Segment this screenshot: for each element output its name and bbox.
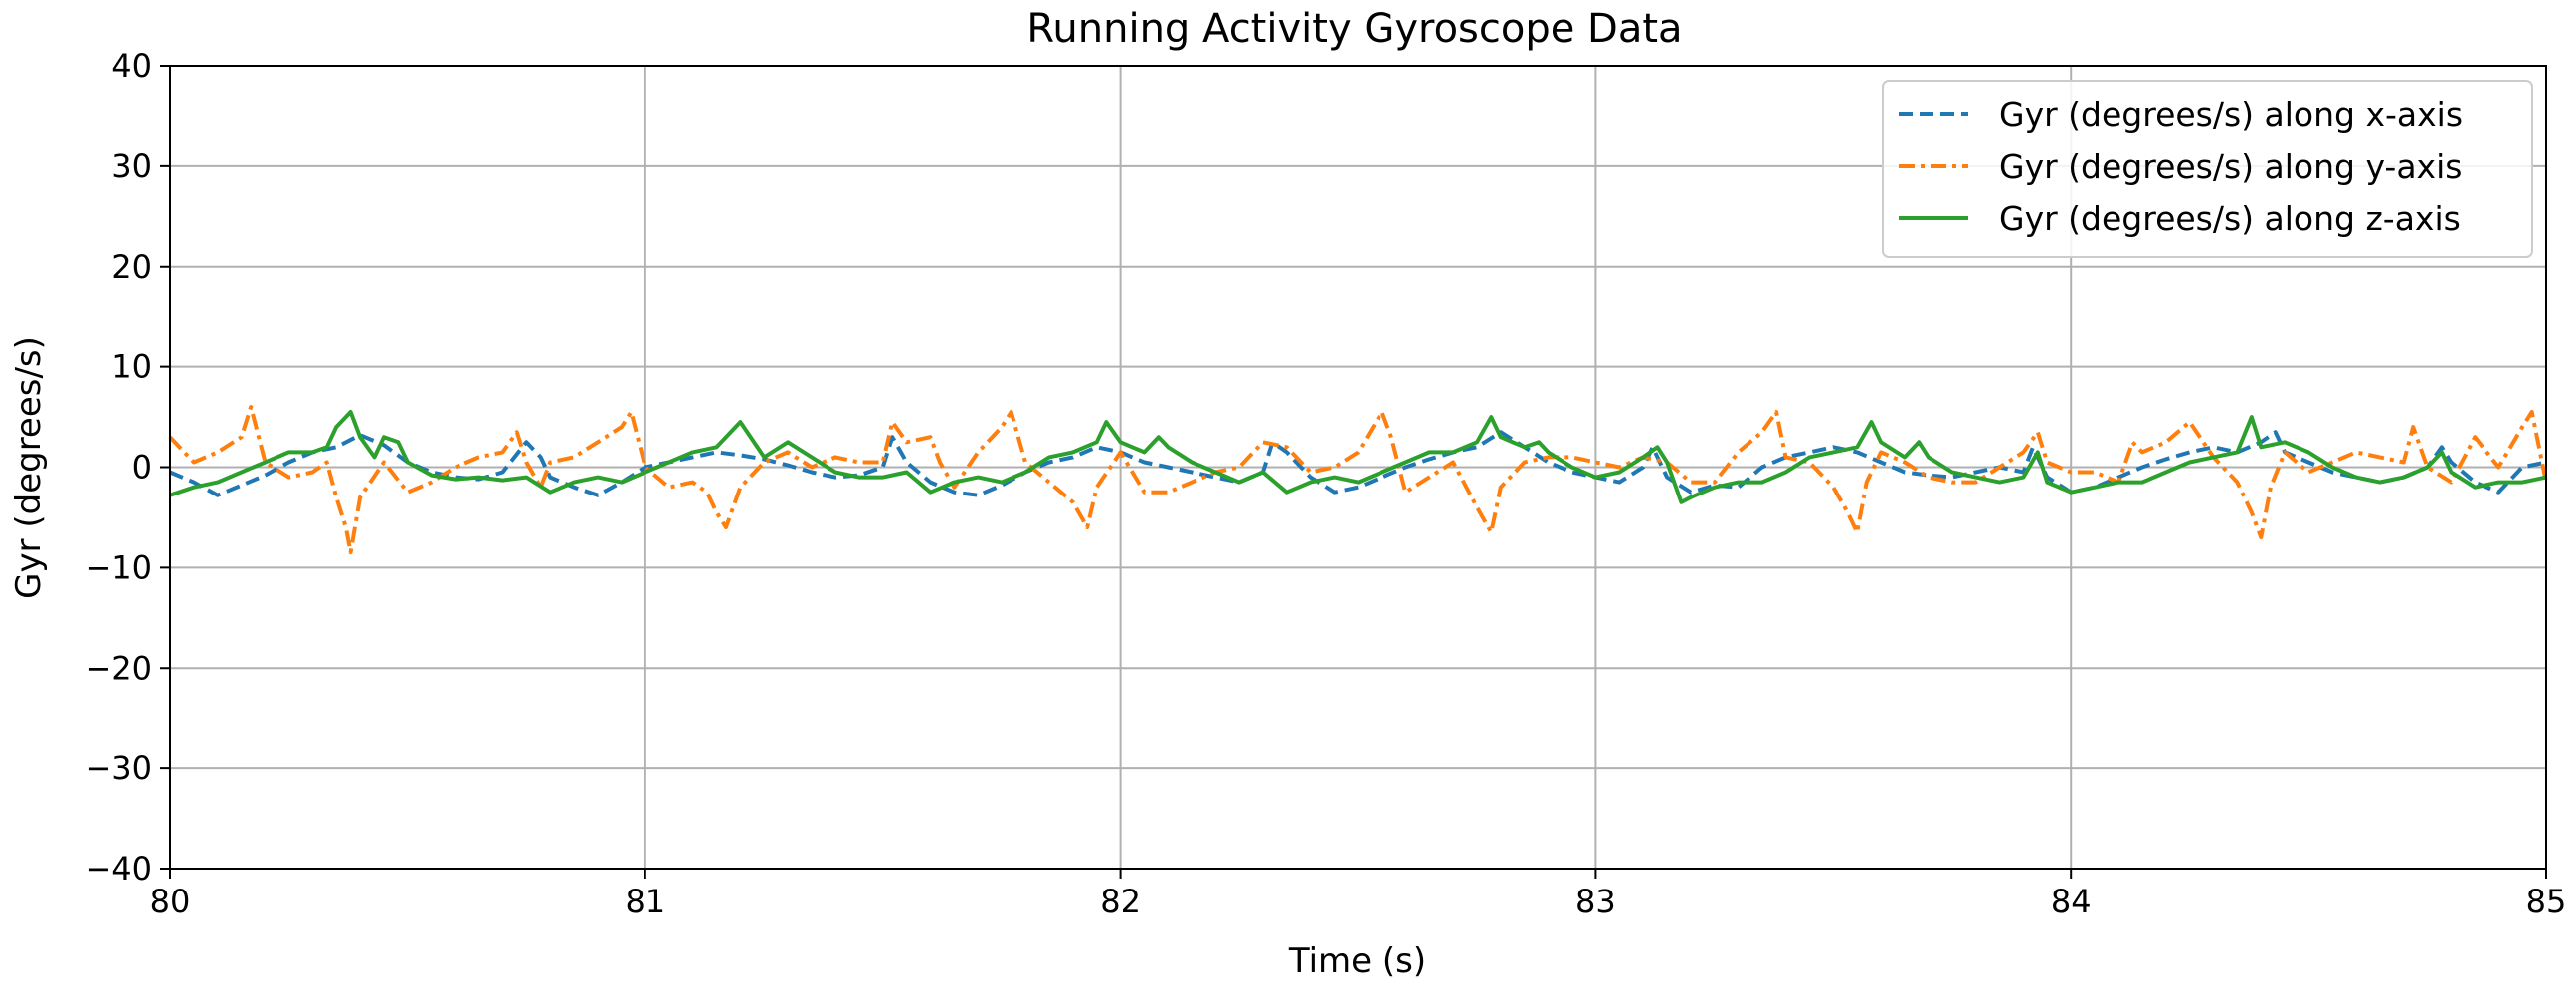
x-tick-label: 80 [150,883,191,920]
x-tick-label: 81 [625,883,665,920]
y-tick-label: 0 [132,449,152,487]
y-tick-label: −10 [85,548,152,586]
x-axis-ticks: 80 81 82 83 84 85 [150,869,2567,920]
x-axis-label: Time (s) [1288,941,1426,981]
grid-lines [170,66,2546,869]
y-tick-label: 30 [111,147,152,185]
y-tick-label: 10 [111,348,152,386]
y-tick-label: 40 [111,47,152,85]
x-tick-label: 82 [1100,883,1141,920]
y-tick-label: 20 [111,248,152,286]
x-tick-label: 83 [1575,883,1616,920]
series-lines [168,405,2548,555]
chart-title: Running Activity Gyroscope Data [1026,6,1682,52]
legend-entry-label: Gyr (degrees/s) along z-axis [1999,199,2461,238]
legend: Gyr (degrees/s) along x-axis Gyr (degrees… [1882,80,2533,258]
legend-entry-label: Gyr (degrees/s) along x-axis [1999,96,2463,134]
series-line-y-axis [168,405,2548,555]
y-tick-label: −40 [85,850,152,888]
legend-entry-label: Gyr (degrees/s) along y-axis [1999,147,2462,186]
y-axis-ticks: −40 −30 −20 −10 0 10 20 30 40 [85,47,170,888]
y-tick-label: −20 [85,649,152,687]
series-line-z-axis [169,410,2547,504]
y-axis-label: Gyr (degrees/s) [9,336,49,599]
legend-box [1882,80,2533,258]
x-tick-label: 85 [2526,883,2567,920]
x-tick-label: 84 [2051,883,2092,920]
y-tick-label: −30 [85,749,152,787]
